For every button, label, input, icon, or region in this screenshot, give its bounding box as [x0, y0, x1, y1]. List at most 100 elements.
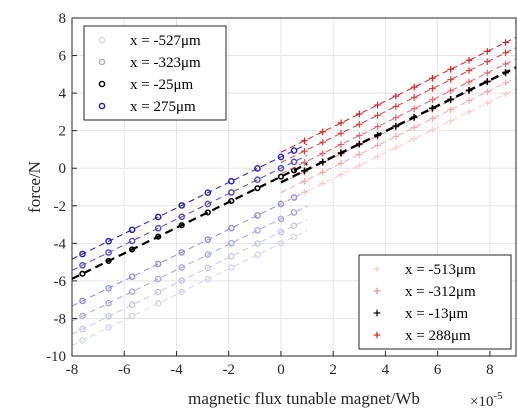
data-point	[204, 264, 212, 272]
y-tick-label: 6	[59, 49, 67, 65]
data-point	[465, 67, 473, 74]
data-point	[178, 264, 185, 271]
data-point	[502, 49, 509, 57]
fit-line-negative-flux	[72, 162, 308, 280]
legend-marker	[98, 102, 106, 110]
data-point	[105, 249, 112, 256]
x-tick-label: 2	[329, 362, 337, 378]
data-point	[374, 142, 381, 149]
data-point	[228, 197, 235, 205]
data-point	[447, 65, 455, 73]
data-point	[355, 151, 363, 158]
x-tick-label: 8	[486, 362, 494, 378]
data-point	[502, 39, 509, 46]
data-point	[483, 78, 491, 85]
data-point	[465, 87, 473, 94]
data-point	[105, 299, 112, 307]
legend-marker	[373, 265, 381, 273]
data-point	[319, 180, 327, 187]
data-point	[429, 74, 436, 82]
data-point	[301, 189, 308, 196]
data-point	[128, 226, 136, 234]
data-point	[410, 135, 418, 143]
data-point	[337, 119, 345, 127]
data-point	[337, 171, 345, 178]
data-point	[301, 167, 308, 175]
data-point	[204, 189, 212, 197]
fit-line-positive-flux	[280, 36, 516, 153]
fit-line-positive-flux	[280, 66, 516, 184]
data-point	[290, 147, 298, 154]
fit-line-positive-flux	[280, 47, 516, 164]
data-point	[128, 301, 136, 309]
data-point	[483, 69, 491, 77]
data-point	[355, 110, 363, 118]
data-point	[319, 150, 327, 157]
data-point	[105, 313, 112, 320]
data-point	[410, 83, 418, 91]
data-point	[337, 159, 345, 167]
data-point	[128, 273, 136, 280]
data-point	[105, 257, 112, 265]
data-point	[465, 97, 473, 104]
x-tick-label: 0	[277, 362, 285, 378]
data-point	[204, 236, 212, 243]
data-point	[483, 48, 491, 55]
legend-marker	[373, 309, 381, 317]
legend-label: x = -312μm	[405, 284, 476, 300]
data-point	[429, 104, 436, 112]
data-point	[277, 173, 285, 180]
data-point	[228, 224, 235, 232]
data-point	[178, 249, 185, 256]
data-point	[228, 239, 235, 247]
data-point	[301, 147, 308, 155]
legend-label: x = 275μm	[130, 99, 196, 115]
data-point	[429, 96, 436, 104]
legend-marker	[373, 287, 381, 295]
data-point	[178, 213, 185, 221]
x-axis-label: magnetic flux tunable magnet/Wb	[188, 389, 420, 408]
data-point	[228, 189, 235, 196]
plot-area	[72, 36, 516, 346]
legend-label: x = -513μm	[405, 262, 476, 278]
data-point	[79, 250, 86, 258]
legend-label: x = -527μm	[130, 33, 201, 49]
data-point	[178, 277, 185, 284]
data-point	[290, 158, 298, 166]
data-point	[154, 260, 162, 268]
data-point	[204, 251, 212, 258]
legend-marker	[98, 58, 106, 66]
data-point	[254, 165, 261, 172]
data-point	[254, 240, 261, 247]
legend-marker	[98, 80, 106, 88]
data-point	[447, 117, 455, 125]
legend-label: x = -25μm	[130, 77, 193, 93]
data-point	[483, 88, 491, 96]
data-point	[128, 288, 136, 296]
data-point	[337, 129, 345, 137]
data-point	[410, 113, 418, 121]
legend-right: x = -513μm x = -312μm x = -13μm x = 288μm	[358, 254, 512, 350]
legend-box	[358, 254, 512, 350]
data-point	[79, 261, 86, 269]
data-point	[355, 140, 363, 148]
data-point	[79, 297, 86, 305]
data-point	[154, 213, 162, 221]
data-point	[319, 128, 327, 136]
data-point	[79, 312, 86, 320]
fit-line-positive-flux	[280, 58, 516, 175]
fit-line-positive-flux	[280, 77, 516, 194]
data-point	[154, 224, 162, 232]
data-point	[392, 103, 400, 110]
data-point	[374, 112, 381, 119]
fit-line-negative-flux	[72, 155, 308, 271]
data-point	[374, 123, 381, 130]
data-point	[447, 96, 455, 103]
data-point	[128, 312, 136, 320]
data-point	[79, 337, 86, 344]
y-tick-label: -2	[54, 199, 67, 215]
data-point	[204, 200, 212, 208]
x-tick-label: -2	[222, 362, 235, 378]
data-point	[301, 177, 308, 185]
data-point	[447, 106, 455, 113]
